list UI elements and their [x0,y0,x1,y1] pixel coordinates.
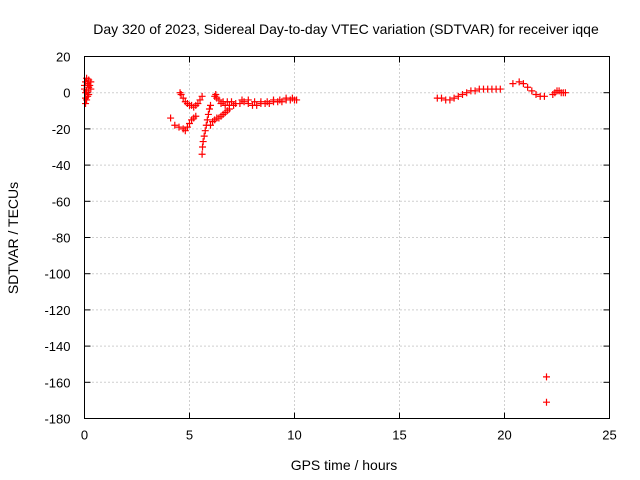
data-point [515,78,523,86]
data-point [244,96,252,104]
data-point [201,127,209,135]
points-layer [81,74,569,406]
data-point [288,94,296,102]
y-tick-label: -100 [44,267,70,282]
data-point [87,85,95,93]
data-point [85,91,93,99]
data-point [186,119,193,127]
data-point [230,101,238,109]
data-point [207,121,214,129]
x-tick-label: 25 [602,428,616,443]
grid-layer [84,56,610,419]
y-tick-label: -120 [44,303,70,318]
data-point [228,98,235,106]
data-point [82,100,90,108]
data-point [86,81,94,89]
x-tick-label: 0 [81,428,88,443]
data-point [183,123,191,131]
data-point [561,89,569,97]
data-point [532,91,540,99]
y-tick-label: -180 [44,412,70,427]
data-point [171,121,179,129]
x-axis-label: GPS time / hours [291,457,398,473]
data-point [543,398,550,406]
data-point [276,96,284,104]
data-point [181,127,189,135]
data-point [198,92,206,100]
y-axis-label: SDTVAR / TECUs [5,182,21,294]
data-point [200,132,208,140]
data-point [282,94,290,102]
data-point [450,94,458,102]
data-point [238,96,246,104]
data-point [196,96,204,104]
tick-label-layer: 20 0 -20 -40 -60 -80 -100 -120 -140 -160 -180 0 5 10 1… [44,50,616,443]
data-point [204,110,212,118]
data-point [263,98,271,106]
data-point [194,100,202,108]
data-point [463,89,471,97]
data-point [471,87,479,95]
data-point [192,112,200,120]
data-point [543,373,550,381]
y-tick-label: 20 [56,50,70,65]
data-point [446,96,454,104]
data-point [217,100,225,108]
data-point [236,100,244,108]
y-tick-label: 0 [63,86,70,101]
data-point [205,105,213,113]
data-point [87,78,95,86]
data-point [179,94,187,102]
x-tick-label: 10 [287,428,301,443]
y-tick-label: -60 [52,194,71,209]
data-point [199,143,207,151]
y-tick-label: -20 [52,122,71,137]
data-point [167,114,175,122]
data-point [257,98,265,106]
data-point [251,98,259,106]
data-point [528,87,536,95]
data-point [454,92,462,100]
data-point [253,101,261,109]
data-point [198,150,206,158]
data-point [459,91,466,99]
data-point [207,101,214,109]
data-point [496,85,504,93]
y-tick-label: -140 [44,339,70,354]
y-tick-label: -40 [52,158,71,173]
data-point [293,96,301,104]
data-point [199,138,207,146]
data-point [524,83,532,91]
data-point [509,80,517,88]
chart-title: Day 320 of 2023, Sidereal Day-to-day VTE… [93,21,599,37]
y-tick-label: -160 [44,375,70,390]
data-point [212,91,220,99]
x-tick-label: 20 [497,428,511,443]
data-point [177,91,185,99]
data-point [270,96,277,104]
x-tick-label: 15 [392,428,406,443]
data-point [215,96,223,104]
data-point [203,116,211,124]
data-point [540,92,548,100]
data-point [519,80,527,88]
plot-frame [84,56,610,419]
y-tick-label: -80 [52,231,71,246]
x-tick-label: 5 [186,428,193,443]
data-point [175,123,183,131]
data-point [438,94,445,102]
